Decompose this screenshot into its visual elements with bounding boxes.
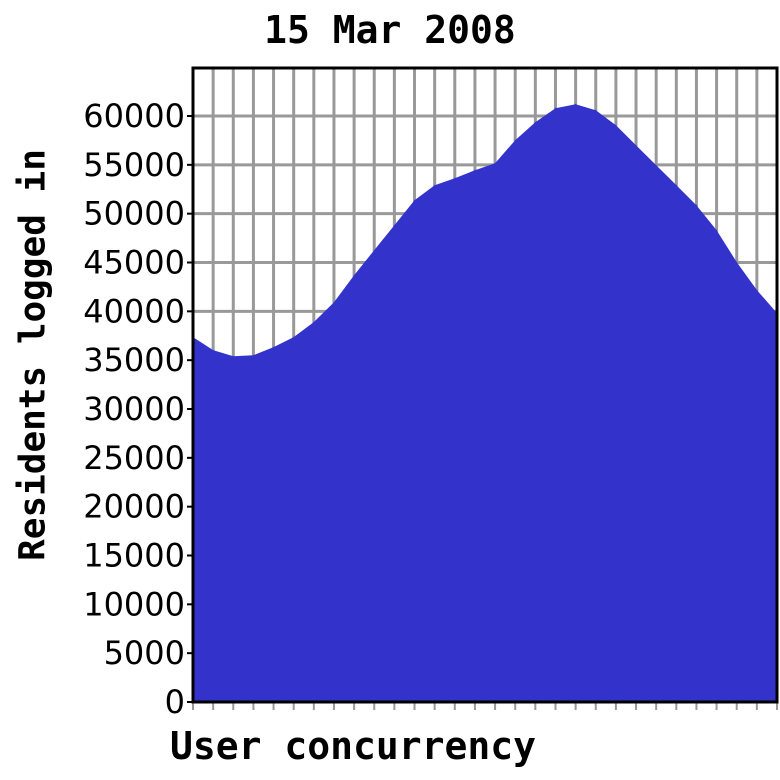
- data-point: [756, 289, 758, 291]
- area-fill: [193, 104, 777, 703]
- y-tick-label: 0: [165, 683, 185, 721]
- data-point: [232, 355, 234, 357]
- plot-border: [191, 66, 779, 704]
- data-point: [373, 249, 375, 251]
- y-tick-label: 55000: [83, 146, 185, 184]
- y-tick-label: 45000: [83, 244, 185, 282]
- y-tick-label: 10000: [83, 585, 185, 623]
- data-point: [474, 169, 476, 171]
- data-point: [414, 199, 416, 201]
- data-point: [675, 184, 677, 186]
- x-axis-label: User concurrency: [170, 724, 537, 768]
- y-tick-label: 50000: [83, 195, 185, 233]
- data-point: [434, 184, 436, 186]
- y-tick-label: 5000: [104, 634, 185, 672]
- y-tick-label: 60000: [83, 97, 185, 135]
- y-tick-label: 20000: [83, 488, 185, 526]
- data-point: [575, 103, 577, 105]
- data-point: [695, 204, 697, 206]
- data-point: [293, 336, 295, 338]
- data-point: [494, 162, 496, 164]
- data-point: [212, 349, 214, 351]
- y-ticks: 0 5000 10000 15000 20000 25000 30000 35000 40000…: [83, 97, 185, 721]
- axes: [187, 66, 779, 710]
- data-point: [333, 301, 335, 303]
- y-tick-label: 40000: [83, 292, 185, 330]
- data-point: [273, 346, 275, 348]
- data-point: [554, 107, 556, 109]
- data-point: [655, 164, 657, 166]
- chart-title: 15 Mar 2008: [264, 8, 516, 52]
- data-point: [313, 321, 315, 323]
- data-point: [454, 177, 456, 179]
- data-point: [595, 109, 597, 111]
- data-point: [252, 354, 254, 356]
- y-tick-label: 25000: [83, 439, 185, 477]
- data-point: [615, 124, 617, 126]
- data-point: [716, 229, 718, 231]
- data-point: [353, 274, 355, 276]
- y-tick-label: 30000: [83, 390, 185, 428]
- data-point: [534, 121, 536, 123]
- data-point: [393, 224, 395, 226]
- data-point: [514, 139, 516, 141]
- data-point: [635, 144, 637, 146]
- y-tick-label: 15000: [83, 537, 185, 575]
- y-tick-label: 35000: [83, 341, 185, 379]
- data-point: [736, 261, 738, 263]
